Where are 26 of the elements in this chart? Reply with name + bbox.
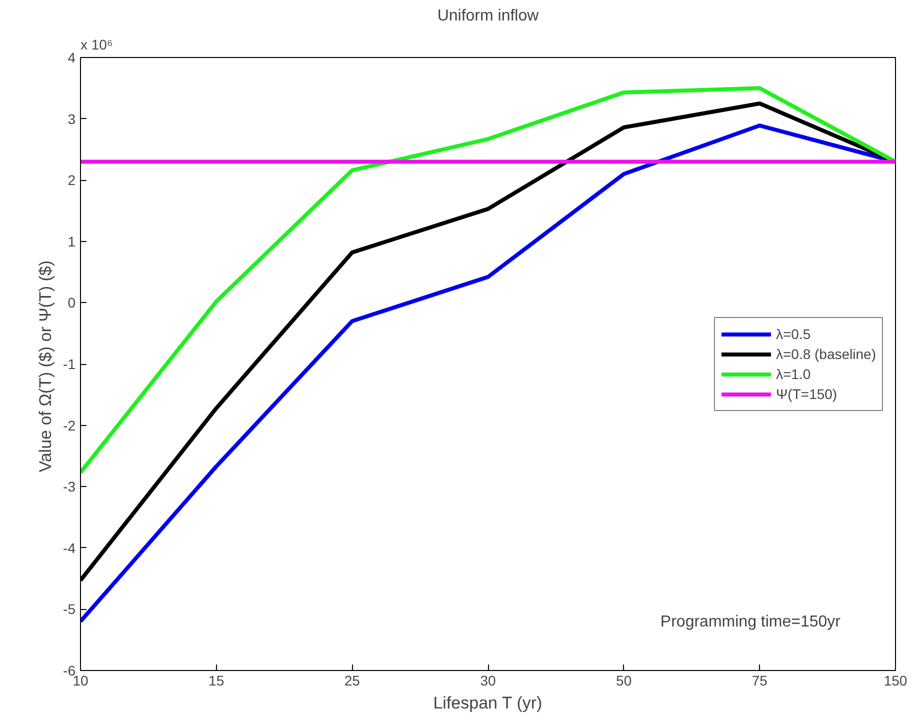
y-tick-label: -3 <box>63 478 76 495</box>
x-tick-label: 25 <box>344 672 360 688</box>
annotation: Programming time=150yr <box>660 614 842 630</box>
x-tick-label: 150 <box>884 672 908 688</box>
x-tick-label: 15 <box>208 672 224 688</box>
legend-label: λ=0.8 (baseline) <box>776 346 876 362</box>
y-tick-label: 1 <box>68 233 76 250</box>
y-tick-label: 0 <box>68 294 76 311</box>
text: x 10⁶ <box>80 36 113 52</box>
chart-title: Uniform inflow <box>437 8 540 24</box>
line-series <box>80 86 896 474</box>
y-tick-label: -4 <box>63 540 76 556</box>
y-tick-label: -2 <box>63 417 76 434</box>
legend-label: Ψ(T=150) <box>776 386 838 402</box>
y-tick-label: 4 <box>68 50 76 66</box>
legend-label: λ=0.5 <box>776 326 811 342</box>
legend-label: λ=1.0 <box>776 366 811 382</box>
y-axis-title: Value of Ω(T) ($) or Ψ(T) ($) <box>36 260 56 472</box>
x-tick-label: 75 <box>752 672 768 688</box>
x-axis-title: Lifespan T (yr) <box>433 694 542 712</box>
y-tick-label: -1 <box>63 356 76 372</box>
x-tick-label: 50 <box>616 672 632 688</box>
y-tick-label: -5 <box>63 601 76 618</box>
x-tick-label: 30 <box>480 672 496 688</box>
y-tick-label: 2 <box>68 172 76 188</box>
y-tick-label: 3 <box>68 110 76 127</box>
